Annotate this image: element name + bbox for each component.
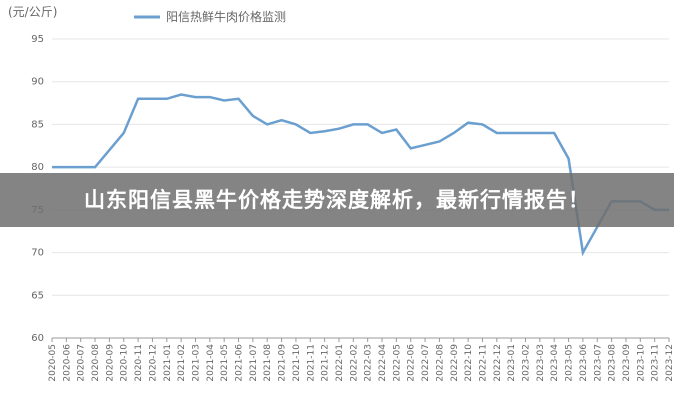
x-tick-label: 2022-08	[435, 344, 445, 382]
x-tick-label: 2023-08	[608, 344, 618, 382]
x-tick-label: 2023-03	[536, 344, 546, 382]
y-tick-label: 60	[31, 333, 44, 344]
x-tick-label: 2023-06	[579, 344, 589, 382]
x-tick-label: 2021-01	[163, 344, 173, 382]
x-tick-label: 2022-06	[407, 344, 417, 382]
x-tick-label: 2020-11	[134, 344, 144, 382]
x-tick-label: 2020-05	[48, 344, 58, 382]
x-tick-label: 2022-01	[335, 344, 345, 382]
x-tick-label: 2023-04	[550, 344, 560, 382]
banner: 山东阳信县黑牛价格走势深度解析，最新行情报告！	[0, 173, 674, 227]
x-tick-label: 2023-09	[622, 344, 632, 382]
x-tick-label: 2023-12	[665, 344, 674, 382]
x-tick-label: 2021-07	[249, 344, 259, 382]
x-tick-label: 2023-01	[507, 344, 517, 382]
y-tick-label: 85	[31, 119, 44, 130]
y-axis-label: (元/公斤)	[8, 5, 57, 19]
y-tick-label: 70	[31, 248, 44, 259]
x-tick-label: 2023-11	[651, 344, 661, 382]
x-tick-label: 2020-08	[91, 344, 101, 382]
x-tick-label: 2020-09	[105, 344, 115, 382]
x-tick-label: 2021-10	[292, 344, 302, 382]
x-tick-label: 2021-06	[235, 344, 245, 382]
legend-label: 阳信热鲜牛肉价格监测	[166, 9, 286, 24]
x-tick-label: 2023-10	[636, 344, 646, 382]
y-tick-label: 95	[31, 34, 44, 45]
y-tick-label: 65	[31, 290, 44, 301]
x-tick-label: 2020-06	[62, 344, 72, 382]
y-tick-label: 80	[31, 162, 44, 173]
x-tick-label: 2022-05	[392, 344, 402, 382]
x-tick-label: 2022-03	[364, 344, 374, 382]
x-tick-label: 2022-12	[493, 344, 503, 382]
x-tick-label: 2021-04	[206, 344, 216, 382]
x-tick-label: 2022-10	[464, 344, 474, 382]
x-tick-label: 2021-11	[306, 344, 316, 382]
x-tick-label: 2020-12	[148, 344, 158, 382]
x-tick-label: 2021-12	[321, 344, 331, 382]
y-tick-label: 90	[31, 77, 44, 88]
x-tick-label: 2020-10	[120, 344, 130, 382]
x-tick-label: 2023-05	[565, 344, 575, 382]
x-tick-label: 2022-04	[378, 344, 388, 382]
x-tick-label: 2021-08	[263, 344, 273, 382]
x-tick-label: 2022-02	[349, 344, 359, 382]
x-tick-label: 2021-03	[191, 344, 201, 382]
x-tick-label: 2022-11	[478, 344, 488, 382]
x-tick-label: 2023-02	[522, 344, 532, 382]
x-tick-label: 2023-07	[593, 344, 603, 382]
x-tick-label: 2021-05	[220, 344, 230, 382]
data-line	[52, 93, 669, 257]
x-tick-label: 2020-07	[77, 344, 87, 382]
x-tick-label: 2022-09	[450, 344, 460, 382]
x-tick-label: 2021-02	[177, 344, 187, 382]
x-tick-label: 2022-07	[421, 344, 431, 382]
x-tick-label: 2021-09	[278, 344, 288, 382]
